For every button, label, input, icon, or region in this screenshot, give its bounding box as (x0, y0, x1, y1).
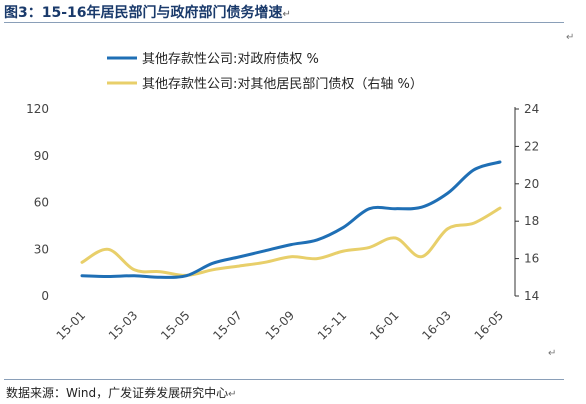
y-right-tick-label: 20 (524, 177, 539, 191)
x-tick-label: 16-05 (472, 308, 507, 343)
y-left-tick-label: 60 (34, 196, 49, 210)
return-mark: ↵ (548, 348, 557, 359)
y-left-tick-label: 90 (34, 149, 49, 163)
y-left-tick-label: 120 (26, 102, 49, 116)
y-right-tick-label: 24 (524, 102, 539, 116)
return-mark: ↵ (282, 9, 291, 20)
x-tick-label: 16-01 (367, 308, 402, 343)
x-tick-label: 15-03 (106, 308, 141, 343)
series-line-household (80, 206, 502, 277)
y-right-tick-label: 16 (524, 252, 539, 266)
y-right-tick-label: 18 (524, 214, 539, 228)
data-source: 数据来源：Wind，广发证券发展研究中心↵ (6, 384, 237, 401)
series-line-government (80, 160, 502, 279)
return-mark: ↵ (228, 389, 237, 400)
x-tick-label: 15-01 (54, 308, 89, 343)
data-source-text: 数据来源：Wind，广发证券发展研究中心 (6, 386, 229, 400)
x-tick-label: 16-03 (419, 308, 454, 343)
legend-label: 其他存款性公司:对政府债权 % (142, 51, 319, 67)
footer-row: 数据来源：Wind，广发证券发展研究中心↵ (4, 379, 564, 402)
y-left-tick-label: 0 (41, 289, 49, 303)
x-tick-label: 15-11 (315, 308, 350, 343)
y-right-tick-label: 14 (524, 289, 539, 303)
x-tick-label: 15-05 (158, 308, 193, 343)
y-left-tick-label: 30 (34, 242, 49, 256)
chart-title-text: 图3：15-16年居民部门与政府部门债务增速 (4, 5, 283, 21)
x-tick-label: 15-09 (263, 308, 298, 343)
y-right-tick-label: 22 (524, 139, 539, 153)
x-tick-label: 15-07 (210, 308, 245, 343)
title-row: 图3：15-16年居民部门与政府部门债务增速↵ (4, 0, 564, 23)
line-chart: 0 30 60 90 120 14 16 18 20 22 24 15-01 15-03 15-05 15-… (26, 51, 539, 343)
chart-title: 图3：15-16年居民部门与政府部门债务增速↵ (4, 2, 291, 22)
legend-label: 其他存款性公司:对其他居民部门债权（右轴 %） (142, 76, 423, 92)
return-mark: ↵ (566, 32, 575, 43)
